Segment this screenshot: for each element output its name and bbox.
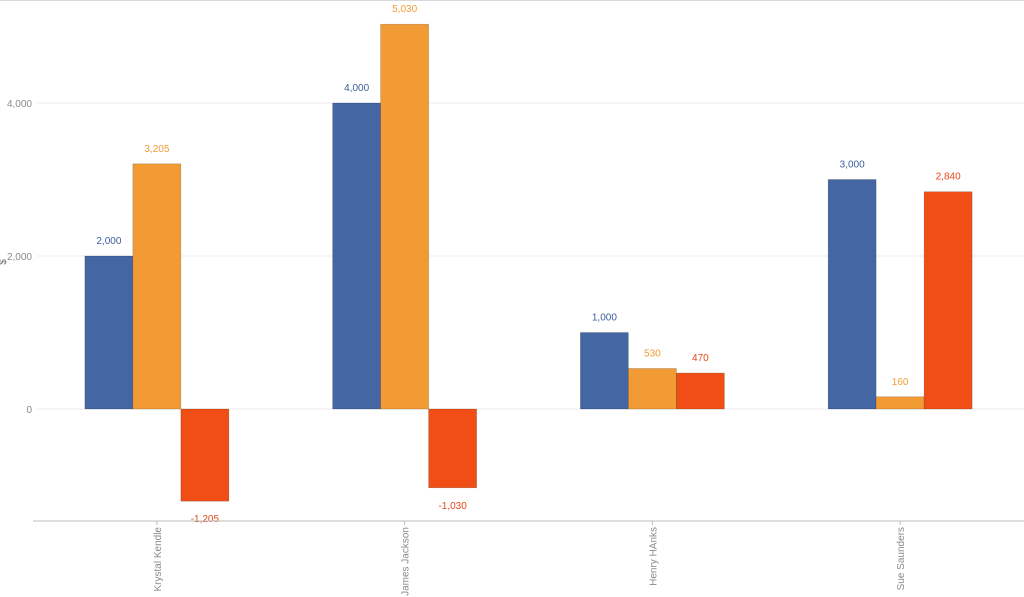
y-axis-ticks: 0 2,000 4,000 bbox=[7, 99, 32, 416]
y-tick-label: 4,000 bbox=[7, 99, 32, 110]
data-label: -1,030 bbox=[438, 501, 467, 512]
bar bbox=[827, 179, 877, 410]
data-label: 3,000 bbox=[840, 160, 865, 171]
y-tick-label: 2,000 bbox=[7, 252, 32, 263]
data-label: 5,030 bbox=[392, 4, 417, 15]
data-label: 2,840 bbox=[936, 172, 961, 183]
y-tick-label: 0 bbox=[26, 405, 32, 416]
bar bbox=[332, 102, 381, 410]
y-axis-label: $ bbox=[0, 259, 9, 265]
data-label: 470 bbox=[692, 353, 709, 364]
bar bbox=[428, 408, 477, 489]
category-label: Sue Saunders bbox=[896, 527, 907, 590]
data-label: 2,000 bbox=[96, 236, 121, 247]
category-label: Krystal Kendle bbox=[153, 527, 164, 592]
bars bbox=[84, 23, 973, 502]
bar bbox=[84, 255, 134, 410]
x-axis-categories: Krystal Kendle James Jackson Henry HAnks Su… bbox=[153, 521, 907, 596]
bar bbox=[580, 332, 629, 410]
data-label: 1,000 bbox=[592, 313, 617, 324]
bar bbox=[180, 408, 230, 502]
category-label: Henry HAnks bbox=[648, 527, 659, 586]
bar bbox=[628, 368, 677, 410]
bar bbox=[132, 163, 182, 410]
data-label: -1,205 bbox=[191, 514, 220, 525]
bar bbox=[676, 372, 725, 410]
data-label: 160 bbox=[892, 377, 909, 388]
bar bbox=[875, 396, 925, 410]
data-label: 3,205 bbox=[144, 144, 169, 155]
data-label: 530 bbox=[644, 348, 661, 359]
data-labels: 2,000 3,205 -1,205 4,000 5,030 -1,030 1,000 530… bbox=[96, 4, 961, 525]
bar bbox=[923, 191, 973, 410]
category-label: James Jackson bbox=[401, 527, 412, 596]
data-label: 4,000 bbox=[344, 83, 369, 94]
bar bbox=[380, 23, 429, 410]
